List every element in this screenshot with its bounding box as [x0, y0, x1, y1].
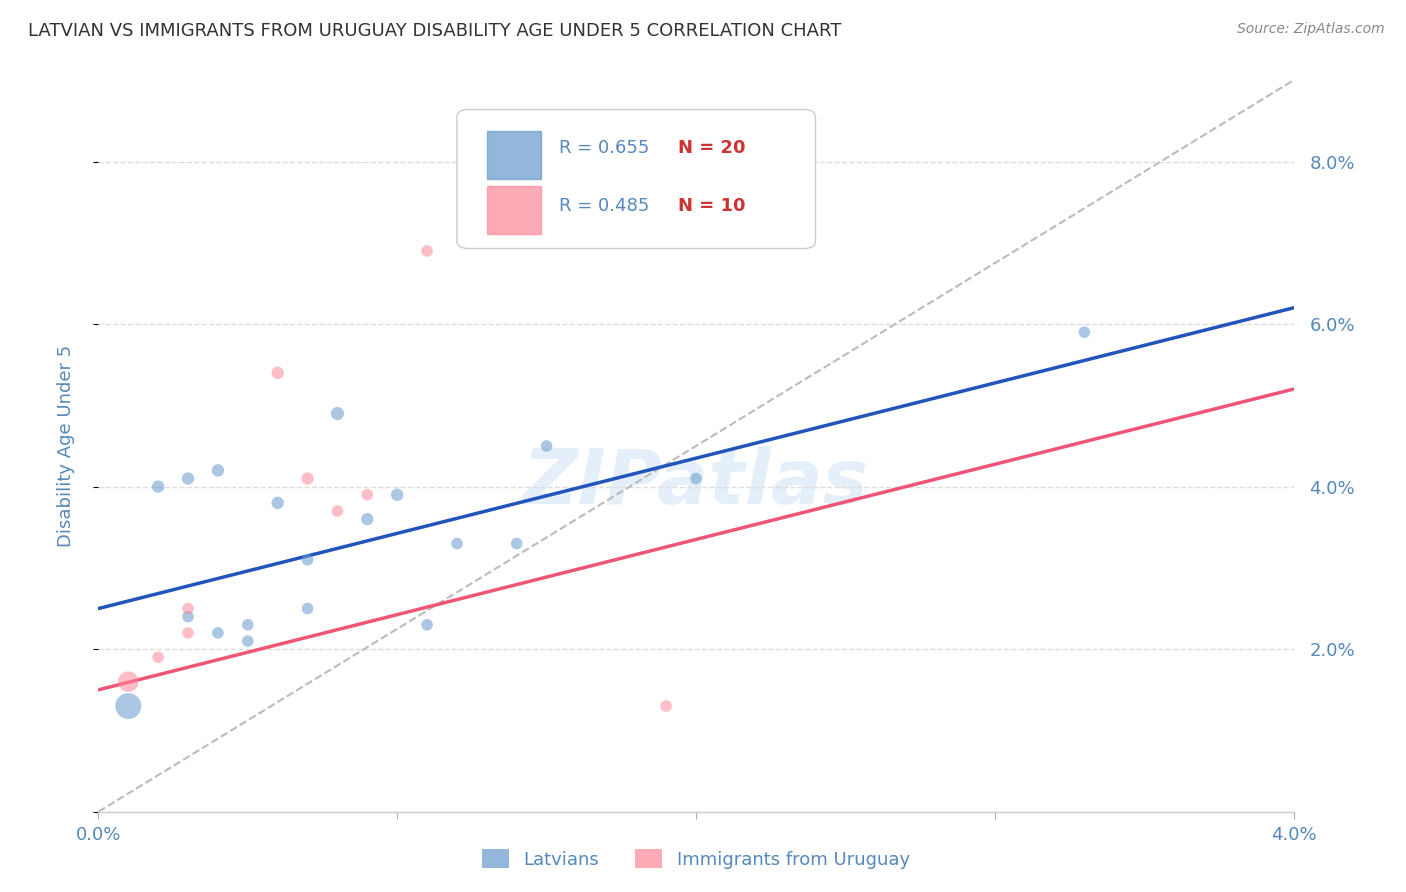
Point [536, 439, 558, 453]
Point [1073, 325, 1095, 339]
Point [446, 536, 468, 550]
Point [177, 471, 200, 485]
Point [207, 463, 229, 477]
Point [148, 480, 170, 494]
Point [655, 699, 678, 714]
Point [416, 244, 439, 258]
Point [267, 496, 290, 510]
Text: LATVIAN VS IMMIGRANTS FROM URUGUAY DISABILITY AGE UNDER 5 CORRELATION CHART: LATVIAN VS IMMIGRANTS FROM URUGUAY DISAB… [28, 22, 842, 40]
Point [236, 617, 259, 632]
Point [685, 471, 707, 485]
Text: R = 0.655: R = 0.655 [558, 138, 650, 157]
Text: ZIPatlas: ZIPatlas [523, 446, 869, 519]
Bar [486, 186, 540, 234]
Text: Source: ZipAtlas.com: Source: ZipAtlas.com [1237, 22, 1385, 37]
Point [385, 488, 409, 502]
Point [297, 471, 319, 485]
Text: N = 10: N = 10 [678, 197, 745, 215]
Point [207, 626, 229, 640]
Point [297, 601, 319, 615]
Bar [486, 131, 540, 179]
FancyBboxPatch shape [457, 110, 815, 249]
Point [177, 609, 200, 624]
Point [117, 699, 139, 714]
Legend: Latvians, Immigrants from Uruguay: Latvians, Immigrants from Uruguay [475, 842, 917, 876]
Point [297, 553, 319, 567]
Text: N = 20: N = 20 [678, 138, 745, 157]
Point [267, 366, 290, 380]
Point [506, 536, 529, 550]
Point [236, 634, 259, 648]
Point [117, 674, 139, 689]
Point [326, 504, 349, 518]
Point [177, 626, 200, 640]
Y-axis label: Disability Age Under 5: Disability Age Under 5 [56, 345, 75, 547]
Point [356, 488, 378, 502]
Point [416, 617, 439, 632]
Point [326, 407, 349, 421]
Point [148, 650, 170, 665]
Point [177, 601, 200, 615]
Point [356, 512, 378, 526]
Text: R = 0.485: R = 0.485 [558, 197, 650, 215]
